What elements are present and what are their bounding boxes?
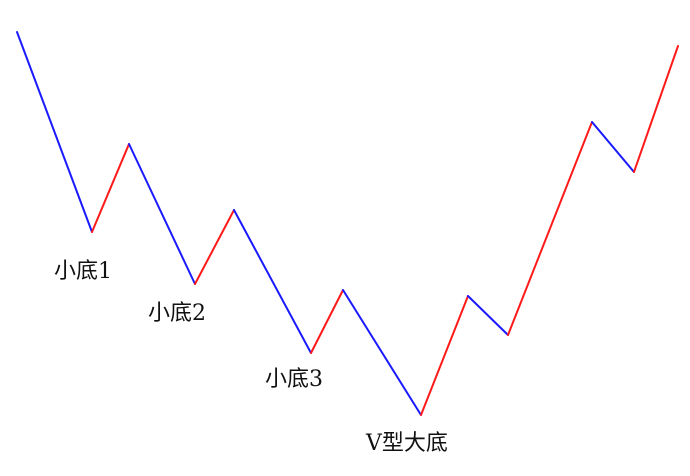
label-small-bottom-3: 小底3 (265, 367, 323, 392)
label-small-bottom-1: 小底1 (54, 259, 112, 284)
up-leg-4 (194, 209, 235, 285)
down-leg-1 (16, 31, 93, 233)
down-leg-3 (128, 143, 196, 285)
up-leg-12 (633, 45, 679, 173)
label-v-bottom: V型大底 (365, 431, 448, 456)
price-path (16, 31, 679, 416)
down-leg-5 (233, 209, 312, 354)
up-leg-10 (507, 121, 593, 336)
up-leg-2 (91, 143, 130, 233)
up-leg-6 (310, 289, 344, 354)
label-small-bottom-2: 小底2 (148, 301, 206, 326)
down-leg-11 (591, 121, 635, 173)
up-leg-8 (420, 295, 469, 416)
down-leg-7 (342, 289, 422, 416)
down-leg-9 (467, 295, 509, 336)
